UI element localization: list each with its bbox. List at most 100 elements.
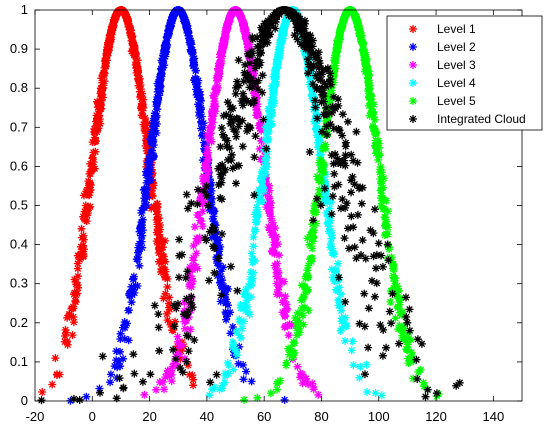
data-point [214, 236, 223, 245]
data-point [256, 155, 265, 164]
data-point [214, 259, 223, 268]
data-point [228, 164, 237, 173]
data-point [79, 191, 88, 200]
data-point [253, 85, 262, 94]
data-point [73, 264, 82, 273]
data-point [141, 118, 150, 126]
data-point [196, 105, 205, 114]
data-point [248, 35, 257, 44]
data-point [334, 34, 343, 43]
data-point [378, 351, 387, 360]
data-point [233, 351, 242, 360]
data-point [260, 145, 269, 154]
data-point [226, 262, 235, 271]
data-point [327, 234, 336, 243]
y-tick-label: 0.4 [10, 237, 28, 252]
data-point [124, 336, 133, 345]
data-point [201, 178, 210, 187]
data-point [232, 114, 241, 123]
data-point [377, 168, 386, 177]
data-point [341, 138, 350, 147]
data-point [163, 283, 172, 291]
data-point [274, 52, 283, 61]
data-point [255, 144, 264, 153]
data-point [239, 89, 247, 98]
data-point [361, 254, 370, 263]
data-point [349, 156, 358, 165]
data-point [326, 216, 335, 225]
data-point [63, 340, 72, 349]
data-point [252, 111, 261, 120]
data-point [271, 70, 280, 79]
data-point [247, 249, 256, 258]
data-point [308, 220, 317, 229]
data-point [233, 286, 242, 295]
data-point [326, 86, 335, 95]
data-point [308, 244, 317, 253]
data-point [213, 239, 221, 248]
data-point [105, 31, 114, 40]
data-point [270, 238, 279, 247]
data-point [189, 241, 198, 250]
data-point [188, 371, 197, 380]
data-point [271, 78, 280, 87]
data-point [205, 124, 214, 132]
data-point [166, 320, 175, 329]
data-point [182, 294, 191, 303]
data-point [280, 311, 289, 320]
data-point [60, 337, 69, 346]
data-point [249, 233, 258, 242]
data-point [238, 324, 247, 333]
data-point [423, 385, 432, 394]
data-point [221, 369, 230, 378]
data-point [245, 310, 254, 319]
data-point [138, 377, 147, 386]
data-point [329, 63, 338, 72]
data-point [152, 237, 161, 246]
y-tick-label: 0 [21, 393, 28, 408]
data-point [222, 142, 231, 151]
data-point [140, 390, 149, 399]
data-point [368, 276, 376, 285]
data-point [120, 334, 129, 343]
data-point [97, 74, 106, 83]
data-point [130, 369, 139, 378]
data-point [183, 267, 192, 276]
data-point [293, 35, 302, 44]
data-point [174, 299, 182, 308]
data-point [247, 377, 256, 386]
data-point [335, 283, 344, 292]
data-point [164, 299, 173, 308]
data-point [189, 381, 198, 390]
data-point [176, 364, 185, 372]
data-point [165, 293, 174, 302]
data-point [151, 122, 160, 131]
data-point [91, 147, 100, 156]
data-point [326, 196, 334, 205]
legend-label: Level 3 [437, 58, 476, 72]
data-point [135, 239, 144, 248]
data-point [192, 75, 201, 84]
data-point [266, 21, 275, 30]
data-point [267, 107, 276, 116]
data-point [168, 12, 177, 21]
data-point [155, 230, 164, 239]
data-point [157, 72, 166, 81]
data-point [180, 298, 189, 307]
data-point [302, 374, 311, 383]
data-point [241, 306, 250, 315]
data-point [198, 156, 207, 165]
data-point [342, 9, 351, 18]
data-point [329, 71, 338, 80]
data-point [341, 12, 349, 21]
data-point [79, 212, 88, 221]
data-point [297, 281, 306, 290]
data-point [121, 11, 130, 20]
x-tick-label: 140 [483, 409, 505, 424]
data-point [60, 332, 69, 340]
data-point [134, 81, 143, 90]
data-point [350, 243, 359, 252]
data-point [259, 115, 268, 124]
data-point [195, 233, 204, 242]
data-point [223, 312, 232, 321]
